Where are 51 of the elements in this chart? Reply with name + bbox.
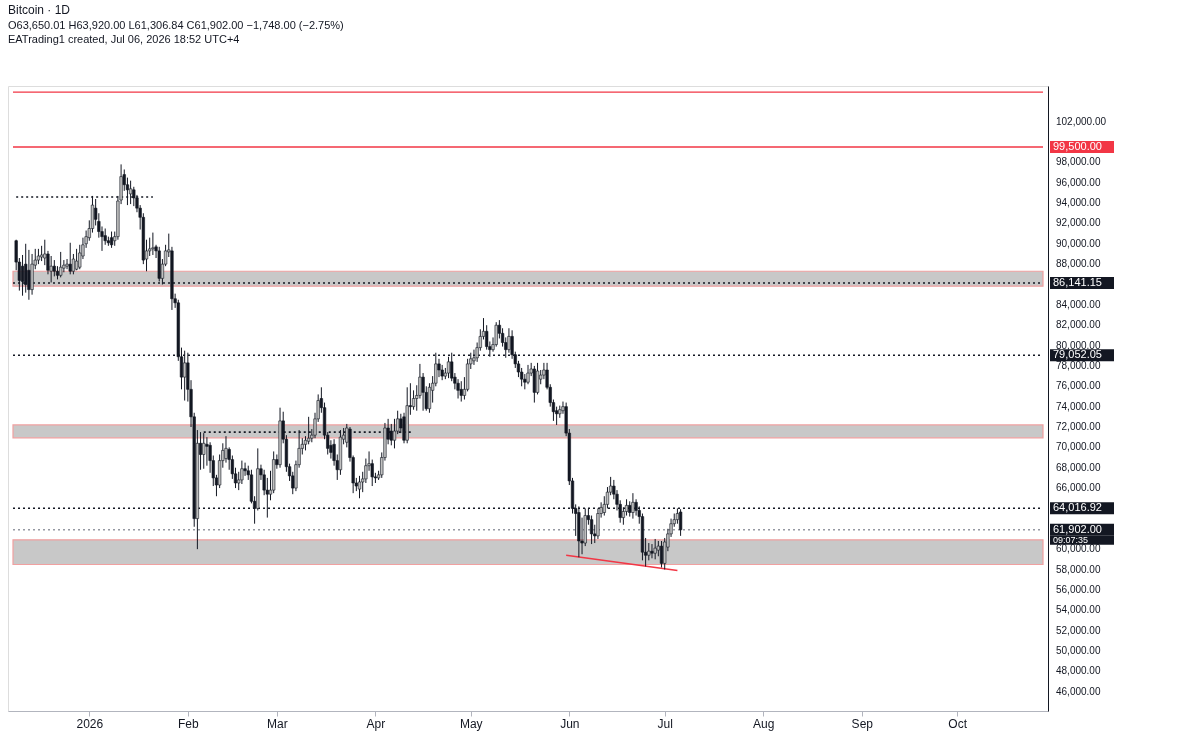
candlestick bbox=[532, 365, 536, 404]
y-tick-label: 54,000.00 bbox=[1056, 604, 1101, 616]
y-tick-label: 94,000.00 bbox=[1056, 197, 1101, 209]
candlestick bbox=[494, 321, 498, 348]
y-tick-label: 82,000.00 bbox=[1056, 319, 1101, 331]
chart-subtitle: O63,650.01 H63,920.00 L61,306.84 C61,902.00 −1,748.00 (−2.75%) bbox=[8, 19, 344, 31]
y-tick-label: 90,000.00 bbox=[1056, 237, 1101, 249]
ref-line-label: 86,141.15 bbox=[1053, 276, 1102, 289]
x-tick-label: Mar bbox=[267, 716, 288, 731]
x-tick-label: Aug bbox=[753, 716, 775, 731]
x-tick-label: May bbox=[459, 716, 483, 731]
y-tick-label: 72,000.00 bbox=[1056, 421, 1101, 432]
ref-line-label: 99,500.00 bbox=[1053, 140, 1102, 153]
y-tick-label: 74,000.00 bbox=[1056, 400, 1101, 412]
y-tick-label: 66,000.00 bbox=[1056, 482, 1101, 494]
y-tick-label: 58,000.00 bbox=[1056, 563, 1101, 575]
y-tick-label: 78,000.00 bbox=[1056, 359, 1101, 371]
candlestick bbox=[389, 423, 393, 446]
x-tick-label: Jun bbox=[560, 716, 580, 731]
ref-line-label: 61,902.00 bbox=[1053, 522, 1102, 535]
candlestick bbox=[65, 258, 69, 270]
chart-title: Bitcoin · 1D bbox=[8, 3, 71, 17]
x-tick-label: Oct bbox=[948, 716, 968, 731]
y-tick-label: 60,000.00 bbox=[1056, 543, 1101, 555]
candlestick bbox=[68, 242, 72, 275]
y-tick-label: 68,000.00 bbox=[1056, 461, 1101, 473]
y-tick-label: 46,000.00 bbox=[1056, 685, 1101, 697]
text: EATrading1 created, Jul 06, 2026 18:52 UTC+4 bbox=[8, 33, 240, 45]
y-tick-label: 96,000.00 bbox=[1056, 176, 1101, 188]
y-tick-label: 50,000.00 bbox=[1056, 644, 1101, 656]
y-tick-label: 56,000.00 bbox=[1056, 583, 1101, 595]
x-tick-label: Apr bbox=[366, 716, 386, 731]
y-tick-label: 80,000.00 bbox=[1056, 339, 1101, 351]
ref-line-label: 64,016.92 bbox=[1053, 501, 1102, 514]
y-tick-label: 84,000.00 bbox=[1056, 298, 1101, 310]
x-tick-label: 2026 bbox=[76, 716, 104, 731]
x-tick-label: Sep bbox=[851, 716, 874, 731]
candlestick bbox=[151, 232, 155, 256]
y-tick-label: 102,000.00 bbox=[1056, 115, 1107, 127]
y-tick-label: 48,000.00 bbox=[1056, 665, 1101, 677]
y-tick-label: 92,000.00 bbox=[1056, 217, 1101, 229]
y-tick-label: 70,000.00 bbox=[1056, 441, 1101, 453]
y-tick-label: 88,000.00 bbox=[1056, 258, 1101, 270]
x-tick-label: Feb bbox=[178, 716, 200, 731]
candlestick bbox=[459, 380, 463, 403]
x-tick-label: Jul bbox=[657, 716, 673, 731]
ref-line-label: 79,052.05 bbox=[1053, 348, 1102, 361]
y-tick-label: 52,000.00 bbox=[1056, 624, 1101, 636]
y-tick-label: 98,000.00 bbox=[1056, 156, 1101, 168]
text: 09:07:35 bbox=[1053, 535, 1089, 546]
y-tick-label: 76,000.00 bbox=[1056, 380, 1101, 392]
